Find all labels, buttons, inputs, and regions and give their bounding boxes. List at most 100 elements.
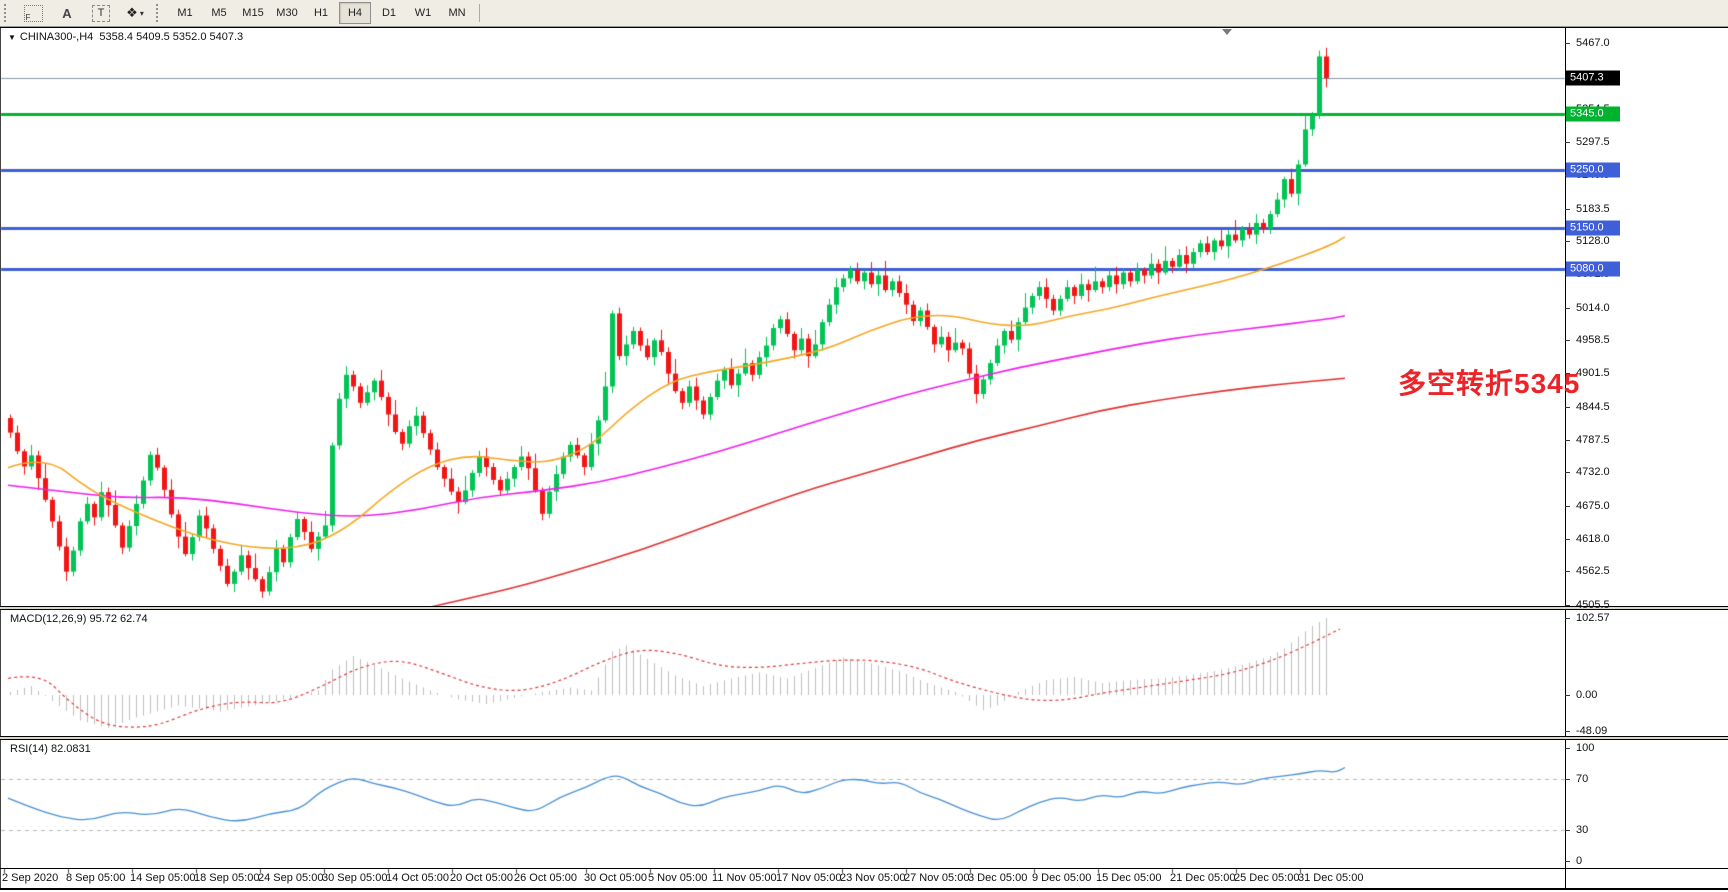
rsi-tick-label: 70	[1576, 773, 1589, 785]
chevron-down-icon: ▾	[139, 8, 144, 18]
date-tick-label: 25 Dec 05:00	[1234, 872, 1300, 884]
date-tick-label: 31 Dec 05:00	[1298, 872, 1364, 884]
price-level-badge: 5407.3	[1566, 70, 1620, 86]
axis-tick-mark	[1565, 373, 1570, 375]
date-tick-label: 30 Sep 05:00	[322, 872, 388, 884]
price-tick-label: 4901.5	[1576, 367, 1610, 380]
date-tick-label: 27 Nov 05:00	[904, 872, 970, 884]
axis-tick-mark	[1565, 505, 1570, 507]
toolbar-grip[interactable]	[4, 4, 10, 22]
chart-left-border	[0, 28, 1, 888]
date-tick-label: 23 Nov 05:00	[840, 872, 906, 884]
date-tick-label: 30 Oct 05:00	[584, 872, 647, 884]
date-tick-label: 20 Oct 05:00	[450, 872, 513, 884]
timeframe-button-h4[interactable]: H4	[339, 2, 371, 24]
price-tick-label: 4958.5	[1576, 334, 1610, 347]
timeframe-button-d1[interactable]: D1	[381, 7, 397, 19]
price-tick-label: 4844.5	[1576, 400, 1610, 413]
macd-tick-label: 102.57	[1576, 612, 1610, 624]
styler-icon[interactable]: ❖ ▾	[126, 5, 144, 20]
price-tick-label: 5297.5	[1576, 136, 1610, 148]
macd-indicator-label: MACD(12,26,9) 95.72 62.74	[10, 613, 148, 625]
toolbar-grip[interactable]	[156, 4, 162, 22]
axis-tick-mark	[1565, 861, 1570, 862]
chart-title: ▼ CHINA300-,H4 5358.4 5409.5 5352.0 5407.…	[8, 31, 243, 43]
date-tick-label: 14 Sep 05:00	[130, 872, 196, 884]
axis-tick-mark	[1565, 571, 1570, 573]
axis-tick-mark	[1565, 779, 1570, 780]
toolbar: F A T ❖ ▾ M1 M5 M15 M30 H1 H4 D1 W1 MN	[0, 0, 1728, 27]
chevron-down-icon: ▼	[8, 33, 16, 42]
chart-shift-marker-icon[interactable]	[1222, 29, 1232, 35]
rsi-tick-label: 100	[1576, 742, 1595, 754]
price-tick-label: 4675.0	[1576, 499, 1610, 512]
date-tick-label: 26 Oct 05:00	[514, 872, 577, 884]
date-tick-label: 3 Dec 05:00	[968, 872, 1028, 884]
timeframe-button-w1[interactable]: W1	[414, 7, 432, 19]
macd-pane-splitter[interactable]	[0, 606, 1728, 610]
axis-tick-mark	[1565, 604, 1570, 606]
axis-tick-mark	[1565, 731, 1570, 733]
axis-tick-mark	[1565, 208, 1570, 210]
timeframe-button-mn[interactable]: MN	[448, 7, 466, 19]
price-tick-label: 5183.5	[1576, 202, 1610, 215]
rsi-tick-label: 30	[1576, 824, 1589, 836]
timeframe-group: M1 M5 M15 M30 H1 H4 D1 W1 MN	[168, 2, 474, 24]
price-level-badge: 5150.0	[1566, 220, 1620, 236]
symbol-timeframe: CHINA300-,H4	[19, 31, 94, 43]
toolbar-separator	[479, 4, 480, 22]
rsi-pane-splitter[interactable]	[0, 736, 1728, 740]
axis-tick-mark	[1565, 307, 1570, 309]
text-a-icon[interactable]: A	[62, 5, 72, 21]
timeframe-button-m5[interactable]: M5	[211, 7, 227, 19]
timeframe-button-m15[interactable]: M15	[242, 7, 264, 19]
axis-tick-mark	[1565, 695, 1570, 696]
price-tick-label: 4618.0	[1576, 532, 1610, 545]
axis-tick-mark	[1565, 748, 1570, 749]
price-tick-label: 4505.5	[1576, 598, 1610, 611]
date-tick-label: 21 Dec 05:00	[1170, 872, 1236, 884]
ohlc-values: 5358.4 5409.5 5352.0 5407.3	[99, 31, 244, 43]
timeframe-button-h1[interactable]: H1	[313, 7, 329, 19]
date-tick-label: 8 Sep 05:00	[66, 872, 126, 884]
text-box-icon[interactable]: T	[85, 2, 117, 24]
date-tick-label: 5 Nov 05:00	[648, 872, 708, 884]
date-tick-label: 14 Oct 05:00	[386, 872, 449, 884]
rsi-indicator-label: RSI(14) 82.0831	[10, 743, 91, 755]
timeframe-button-m1[interactable]: M1	[177, 7, 193, 19]
date-tick-label: 15 Dec 05:00	[1096, 872, 1162, 884]
price-tick-label: 4787.5	[1576, 433, 1610, 446]
axis-tick-mark	[1565, 406, 1570, 408]
price-tick-label: 5014.0	[1576, 301, 1610, 314]
macd-tick-label: 0.00	[1576, 689, 1598, 701]
chart-annotation-text: 多空转折5345	[1398, 368, 1581, 399]
price-level-badge: 5250.0	[1566, 162, 1620, 178]
axis-tick-mark	[1565, 340, 1570, 342]
axis-tick-mark	[1565, 241, 1570, 242]
date-axis-border	[0, 868, 1728, 869]
price-axis[interactable]: 5467.05354.55297.55240.55183.55128.05071…	[1565, 28, 1728, 888]
axis-tick-mark	[1565, 538, 1570, 540]
date-tick-label: 9 Dec 05:00	[1032, 872, 1092, 884]
dotted-grid-f-icon[interactable]: F	[17, 2, 49, 24]
axis-tick-mark	[1565, 43, 1570, 44]
timeframe-button-m30[interactable]: M30	[276, 7, 298, 19]
chart-top-border	[0, 27, 1728, 28]
dotted-grid-f-icon: F	[23, 4, 43, 22]
date-axis[interactable]: 2 Sep 2020 8 Sep 05:00 14 Sep 05:00 18 Sep …	[0, 870, 1728, 888]
window-bottom-border	[0, 888, 1728, 890]
price-level-badge: 5345.0	[1566, 106, 1620, 122]
axis-tick-mark	[1565, 439, 1570, 441]
date-tick-label: 24 Sep 05:00	[258, 872, 324, 884]
price-axis-border	[1565, 28, 1566, 888]
rsi-tick-label: 0	[1576, 855, 1583, 867]
date-tick-label: 18 Sep 05:00	[194, 872, 260, 884]
price-tick-label: 4732.0	[1576, 466, 1610, 479]
date-tick-label: 11 Nov 05:00	[712, 872, 777, 884]
price-tick-label: 5467.0	[1576, 37, 1610, 49]
axis-tick-mark	[1565, 472, 1570, 474]
axis-tick-mark	[1565, 618, 1570, 619]
price-tick-label: 5128.0	[1576, 235, 1610, 247]
